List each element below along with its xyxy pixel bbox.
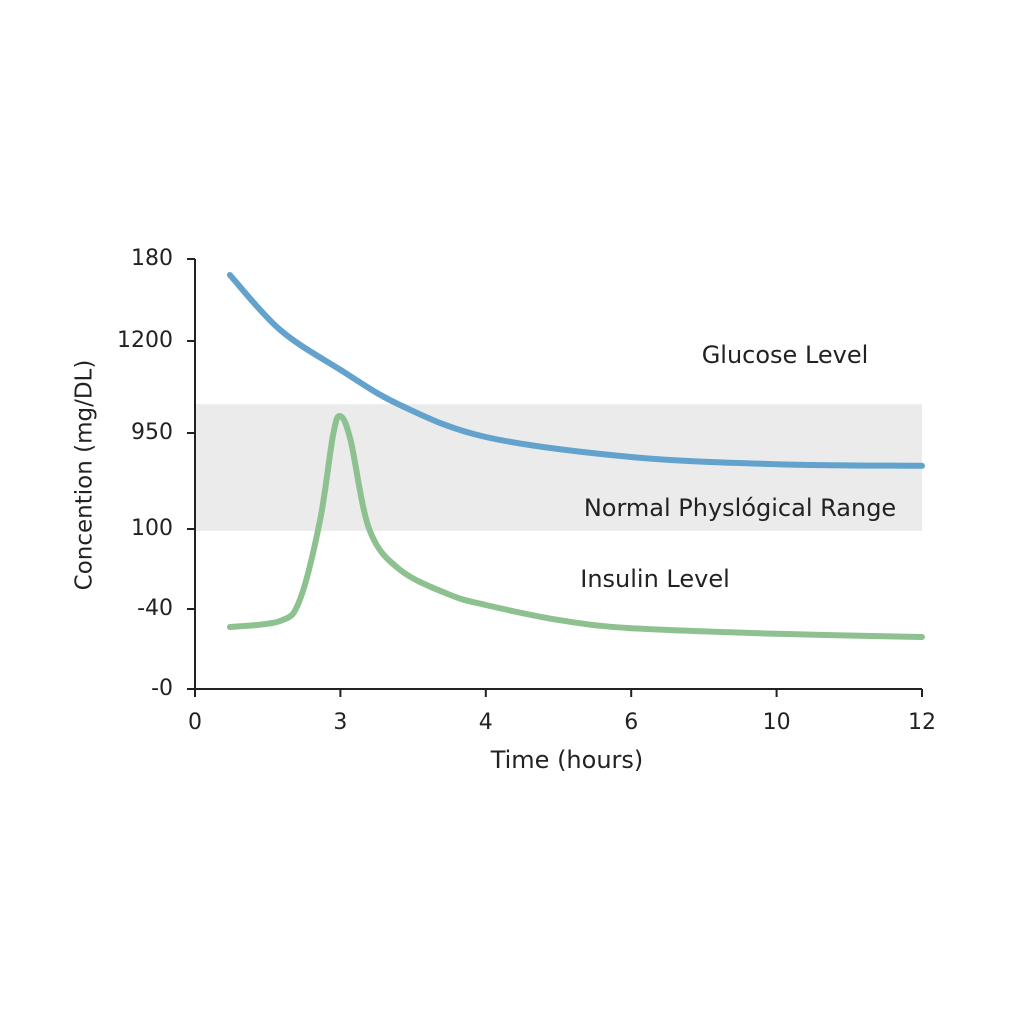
y-tick-label: 100 bbox=[131, 516, 173, 541]
x-axis-label: Time (hours) bbox=[490, 746, 644, 774]
x-tick-label: 4 bbox=[479, 710, 493, 735]
x-tick-label: 6 bbox=[624, 710, 638, 735]
series-line bbox=[226, 413, 925, 640]
y-tick-label: 950 bbox=[131, 420, 173, 445]
y-tick-label: -40 bbox=[137, 596, 173, 621]
x-tick-label: 12 bbox=[908, 710, 936, 735]
y-tick-label: -0 bbox=[151, 676, 173, 701]
x-tick-label: 10 bbox=[763, 710, 791, 735]
series-line bbox=[226, 272, 925, 469]
x-tick-label: 0 bbox=[188, 710, 202, 735]
y-tick-label: 180 bbox=[131, 246, 173, 271]
y-tick-label: 1200 bbox=[117, 328, 173, 353]
y-axis-label: Concention (mg/DL) bbox=[72, 360, 98, 591]
series-label: Glucose Level bbox=[702, 341, 869, 369]
series-label: Insulin Level bbox=[580, 565, 730, 593]
x-tick-label: 3 bbox=[333, 710, 347, 735]
range-label: Normal Physlógical Range bbox=[584, 494, 896, 522]
